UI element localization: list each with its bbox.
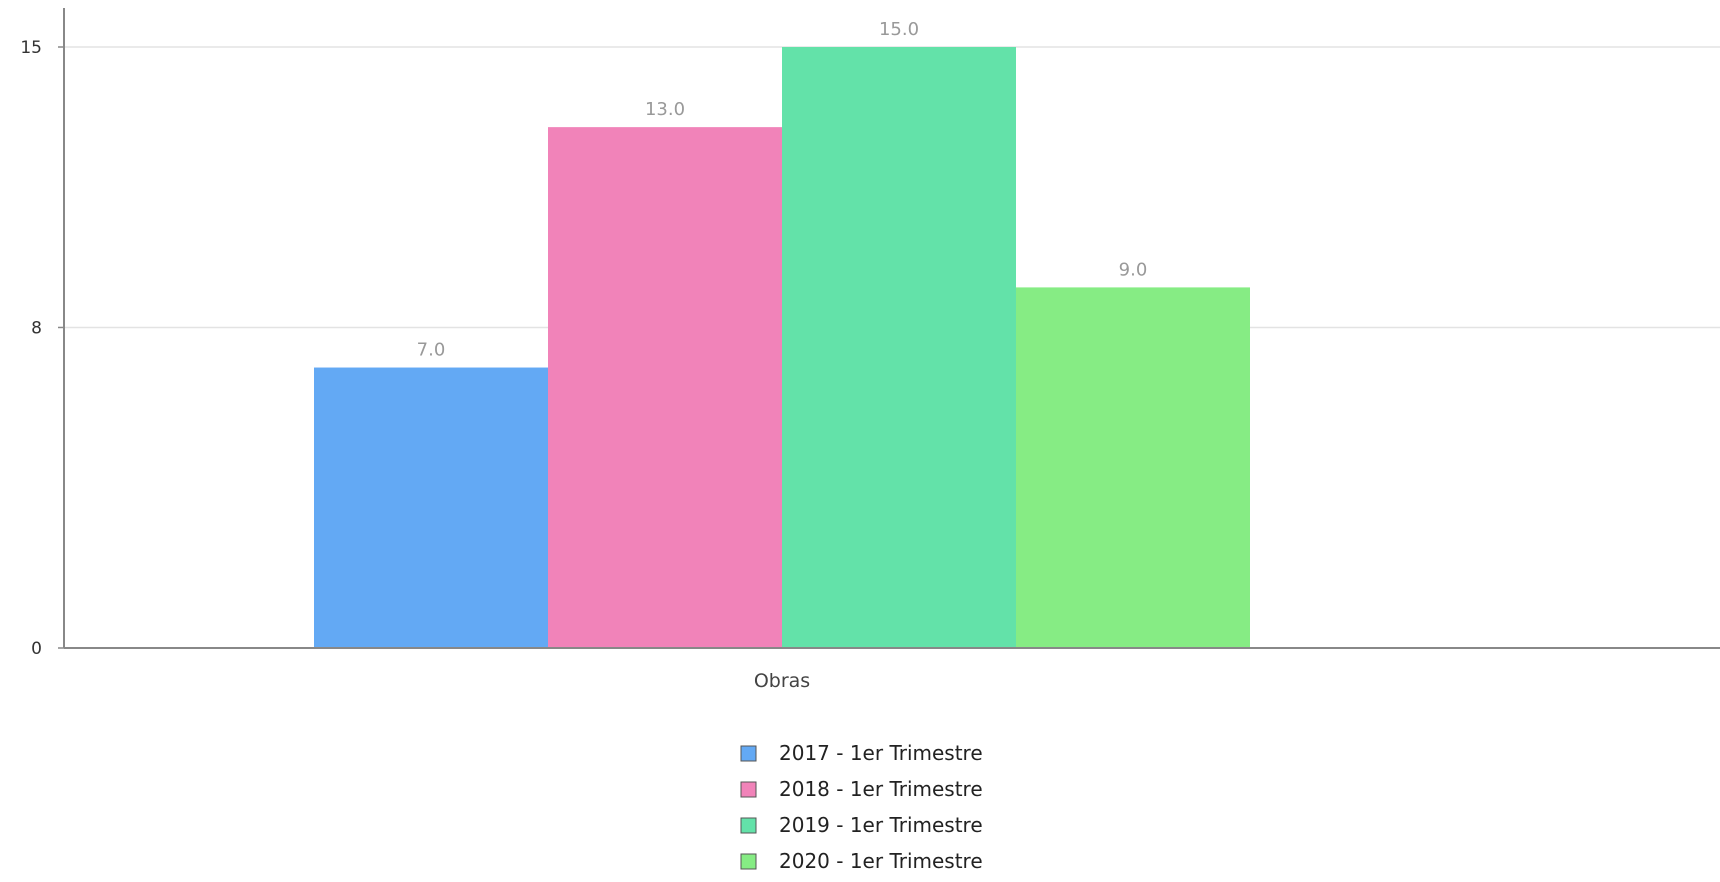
axes: 0 8 15 Obras [20,8,1720,692]
data-label: 9.0 [1119,259,1148,280]
legend-label[interactable]: 2017 - 1er Trimestre [779,741,983,765]
bar-2020[interactable] [1016,287,1250,648]
legend-swatch[interactable] [740,745,757,762]
bar-2018[interactable] [548,127,782,649]
data-label: 13.0 [645,99,685,120]
y-tick-label: 0 [31,639,42,659]
legend-swatch[interactable] [740,817,757,834]
x-category-label: Obras [754,670,810,692]
y-tick-label: 8 [31,318,42,338]
legend-label[interactable]: 2018 - 1er Trimestre [779,777,983,801]
legend-swatch[interactable] [740,781,757,798]
legend: 2017 - 1er Trimestre 2018 - 1er Trimestre… [740,741,983,873]
bar-2017[interactable] [314,367,548,648]
data-labels: 7.0 13.0 15.0 9.0 [417,19,1148,361]
data-label: 7.0 [417,340,446,361]
bar-2019[interactable] [782,47,1016,648]
legend-label[interactable]: 2020 - 1er Trimestre [779,849,983,873]
legend-swatch[interactable] [740,853,757,870]
data-label: 15.0 [879,19,919,40]
legend-label[interactable]: 2019 - 1er Trimestre [779,813,983,837]
bars [314,47,1250,649]
y-tick-label: 15 [20,38,42,58]
